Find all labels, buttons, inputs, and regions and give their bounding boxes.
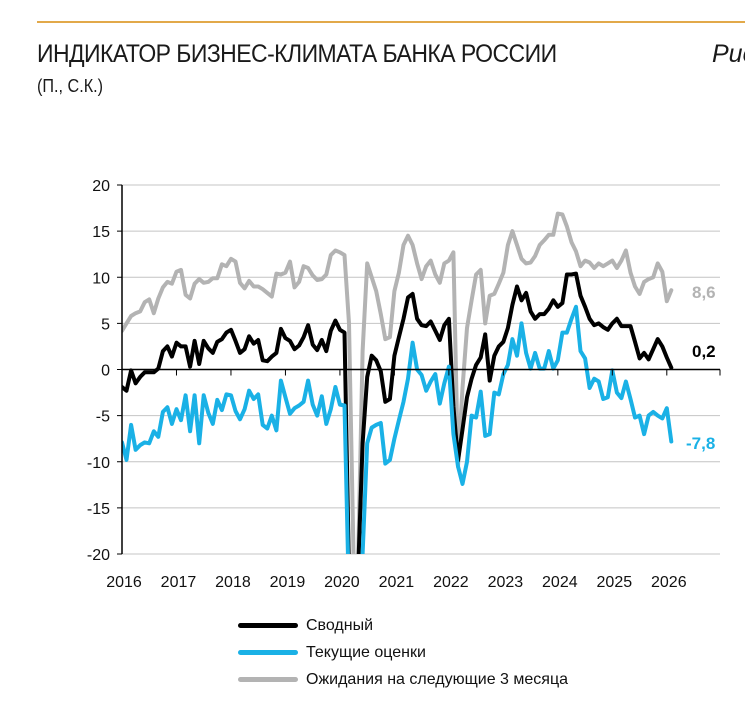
legend-swatch — [238, 623, 298, 628]
x-tick-label: 2020 — [324, 574, 360, 591]
x-tick-label: 2022 — [433, 574, 469, 591]
legend-label: Ожидания на следующие 3 месяца — [306, 670, 569, 688]
legend-swatch — [238, 677, 298, 682]
y-tick-label: -10 — [87, 455, 110, 472]
series-line — [122, 304, 674, 554]
y-tick-label: 0 — [101, 363, 110, 380]
x-tick-label: 2023 — [488, 574, 524, 591]
x-tick-label: 2016 — [106, 574, 142, 591]
legend-label: Сводный — [306, 616, 374, 634]
top-rule — [37, 21, 745, 23]
legend-item-summary: Сводный — [238, 612, 568, 639]
x-tick-label: 2024 — [542, 574, 578, 591]
legend-item-expectations: Ожидания на следующие 3 месяца — [238, 666, 568, 693]
legend-label: Текущие оценки — [306, 643, 426, 661]
y-tick-label: -15 — [87, 501, 110, 518]
legend-swatch — [238, 650, 298, 655]
y-tick-label: 20 — [92, 178, 110, 195]
y-tick-label: 5 — [101, 316, 110, 333]
x-tick-label: 2026 — [651, 574, 687, 591]
x-tick-label: 2021 — [379, 574, 415, 591]
end-value-label: 8,6 — [692, 283, 716, 302]
y-tick-label: -20 — [87, 547, 110, 564]
legend-item-current: Текущие оценки — [238, 639, 568, 666]
end-value-label: 0,2 — [692, 342, 716, 361]
x-tick-label: 2018 — [215, 574, 251, 591]
x-tick-label: 2017 — [161, 574, 197, 591]
x-tick-label: 2025 — [597, 574, 633, 591]
series-line — [122, 211, 674, 554]
legend: Сводный Текущие оценки Ожидания на следу… — [238, 612, 568, 693]
series-line — [122, 271, 674, 554]
chart-title: ИНДИКАТОР БИЗНЕС-КЛИМАТА БАНКА РОССИИ — [37, 40, 557, 68]
end-value-label: -7,8 — [686, 434, 715, 453]
chart-subtitle: (П., С.К.) — [37, 76, 104, 96]
y-tick-label: 10 — [92, 270, 110, 287]
y-tick-label: -5 — [96, 409, 110, 426]
figure-label: Рис — [712, 40, 745, 68]
y-tick-label: 15 — [92, 224, 110, 241]
x-tick-label: 2019 — [270, 574, 306, 591]
